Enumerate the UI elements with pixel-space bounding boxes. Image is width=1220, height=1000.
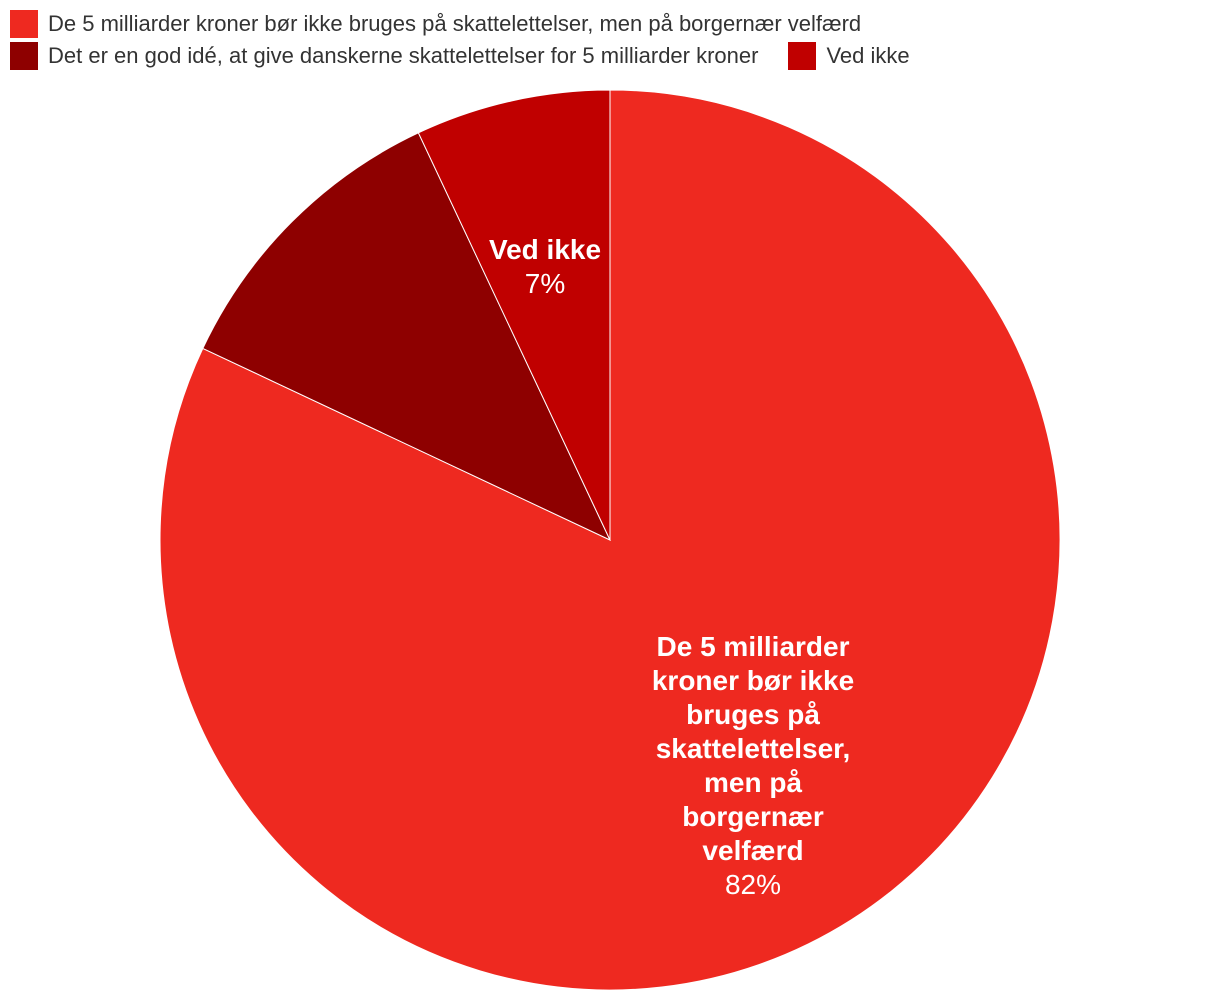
slice-label-velfaerd-name-line: bruges på [686, 699, 820, 730]
legend-item-ved-ikke[interactable]: Ved ikke [788, 42, 910, 70]
legend-row-1: De 5 milliarder kroner bør ikke bruges p… [10, 8, 1210, 40]
legend-row-2: Det er en god idé, at give danskerne ska… [10, 40, 1210, 72]
legend-item-skattelettelser[interactable]: Det er en god idé, at give danskerne ska… [10, 42, 758, 70]
slice-label-velfaerd-name-line: skattelettelser, [656, 733, 851, 764]
slice-ved-ikke[interactable] [417, 89, 611, 541]
legend-swatch-ved-ikke [788, 42, 817, 70]
chart-legend: De 5 milliarder kroner bør ikke bruges p… [10, 8, 1210, 72]
legend-label-ved-ikke: Ved ikke [826, 43, 910, 68]
slice-skattelettelser[interactable] [202, 132, 612, 542]
slice-label-velfaerd-name-line: De 5 milliarder [657, 631, 850, 662]
slice-label-velfaerd-name-line: borgernær [682, 801, 824, 832]
slice-label-ved-ikke-value: 7% [525, 268, 565, 299]
legend-label-velfaerd: De 5 milliarder kroner bør ikke bruges p… [48, 11, 862, 36]
slice-label-velfaerd-name-line: velfærd [702, 835, 803, 866]
slice-label-velfaerd-name-line: kroner bør ikke [652, 665, 854, 696]
legend-swatch-skattelettelser [10, 42, 38, 70]
slice-label-velfaerd-value: 82% [725, 869, 781, 900]
slice-label-ved-ikke-name-line: Ved ikke [489, 234, 601, 265]
slice-label-velfaerd-name-line: men på [704, 767, 802, 798]
legend-label-skattelettelser: Det er en god idé, at give danskerne ska… [48, 43, 759, 68]
legend-swatch-velfaerd [10, 10, 38, 38]
legend-item-velfaerd[interactable]: De 5 milliarder kroner bør ikke bruges p… [10, 10, 861, 38]
